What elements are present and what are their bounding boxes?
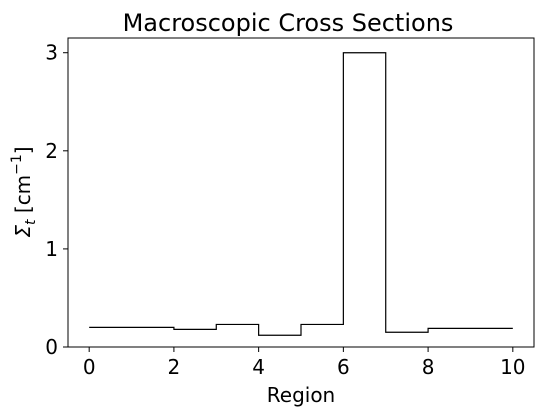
- y-axis-label: Σt [cm−1]: [9, 146, 39, 237]
- step-series-line-0: [89, 52, 513, 336]
- x-tick-label: 10: [500, 355, 525, 379]
- chart-title: Macroscopic Cross Sections: [123, 9, 454, 37]
- y-tick-label: 0: [45, 335, 58, 359]
- y-tick-label: 3: [45, 41, 58, 65]
- y-axis-label-symbol: Σ: [11, 225, 35, 238]
- y-axis-label-unit: [cm: [11, 175, 35, 220]
- x-tick-label: 4: [252, 355, 265, 379]
- y-axis-label-subscript: t: [23, 219, 39, 225]
- x-tick-label: 6: [337, 355, 350, 379]
- x-tick-label: 2: [168, 355, 181, 379]
- x-axis-label: Region: [267, 383, 335, 407]
- y-tick-label: 2: [45, 139, 58, 163]
- y-axis-label-unit-close: ]: [11, 146, 35, 154]
- x-axis-ticks: 0 2 4 6 8 10: [83, 347, 526, 379]
- y-axis-label-unit-exponent: −1: [9, 154, 25, 175]
- x-tick-label: 8: [422, 355, 435, 379]
- plot-area-frame: [67, 37, 535, 348]
- series-layer: [89, 52, 513, 336]
- y-axis-ticks: 0 1 2 3: [45, 41, 68, 359]
- y-tick-label: 1: [45, 237, 58, 261]
- x-tick-label: 0: [83, 355, 96, 379]
